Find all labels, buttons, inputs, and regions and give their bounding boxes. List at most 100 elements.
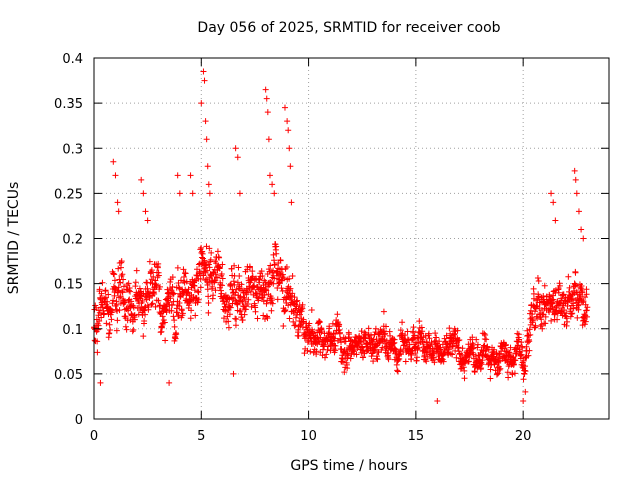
data-point <box>460 364 467 371</box>
data-point <box>300 316 307 323</box>
data-point <box>197 269 204 276</box>
data-point <box>249 273 256 280</box>
data-point <box>259 273 266 280</box>
data-point <box>142 208 149 215</box>
data-point <box>568 311 575 318</box>
data-point <box>434 397 441 404</box>
data-point <box>578 226 585 233</box>
y-tick-label: 0.15 <box>54 278 83 293</box>
data-point <box>373 353 380 360</box>
data-point <box>584 304 591 311</box>
data-point <box>324 346 331 353</box>
data-point <box>574 314 581 321</box>
data-point <box>274 269 281 276</box>
data-point <box>572 282 579 289</box>
data-point <box>535 277 542 284</box>
data-point <box>129 328 136 335</box>
chart-title: Day 056 of 2025, SRMTID for receiver coo… <box>197 20 500 36</box>
data-point <box>120 276 127 283</box>
data-point <box>484 343 491 350</box>
data-point <box>234 154 241 161</box>
data-point <box>252 290 259 297</box>
data-point <box>461 375 468 382</box>
data-point <box>413 354 420 361</box>
data-point <box>496 351 503 358</box>
data-point <box>441 335 448 342</box>
data-point <box>112 302 119 309</box>
data-point <box>422 356 429 363</box>
data-point <box>422 332 429 339</box>
data-point <box>362 330 369 337</box>
data-point <box>163 303 170 310</box>
data-point <box>196 270 203 277</box>
data-point <box>552 217 559 224</box>
data-point <box>527 331 534 338</box>
data-point <box>566 284 573 291</box>
data-point <box>520 397 527 404</box>
data-point <box>520 357 527 364</box>
x-tick-label: 20 <box>515 429 532 444</box>
data-point <box>511 370 518 377</box>
data-point <box>497 365 504 372</box>
data-point <box>109 300 116 307</box>
data-point <box>472 353 479 360</box>
data-point <box>103 320 110 327</box>
data-point <box>155 297 162 304</box>
data-point <box>542 313 549 320</box>
data-point <box>192 312 199 319</box>
data-point <box>451 330 458 337</box>
data-point <box>308 307 315 314</box>
data-point <box>135 311 142 318</box>
data-point <box>149 300 156 307</box>
data-point <box>225 324 232 331</box>
data-point <box>209 283 216 290</box>
data-point <box>481 330 488 337</box>
data-point <box>556 282 563 289</box>
data-point <box>214 248 221 255</box>
data-point <box>548 317 555 324</box>
data-point <box>294 297 301 304</box>
y-tick-label: 0.05 <box>54 368 83 383</box>
data-point <box>107 326 114 333</box>
data-point <box>567 313 574 320</box>
data-point <box>245 296 252 303</box>
data-point <box>142 311 149 318</box>
data-point <box>271 257 278 264</box>
data-point <box>187 315 194 322</box>
data-point <box>198 244 205 251</box>
data-point <box>477 360 484 367</box>
data-point <box>436 338 443 345</box>
data-point <box>264 315 271 322</box>
data-point <box>168 307 175 314</box>
data-point <box>348 337 355 344</box>
data-point <box>488 361 495 368</box>
data-point <box>372 325 379 332</box>
data-point <box>385 349 392 356</box>
data-point <box>430 354 437 361</box>
data-point <box>230 278 237 285</box>
data-point <box>284 118 291 125</box>
data-point <box>266 172 273 179</box>
data-point <box>433 334 440 341</box>
data-point <box>96 309 103 316</box>
data-point <box>579 289 586 296</box>
data-point <box>286 275 293 282</box>
data-point <box>581 321 588 328</box>
data-point <box>119 271 126 278</box>
data-point <box>482 332 489 339</box>
data-point <box>269 300 276 307</box>
data-point <box>263 287 270 294</box>
data-point <box>578 283 585 290</box>
data-point <box>522 363 529 370</box>
data-point <box>212 287 219 294</box>
data-point <box>198 254 205 261</box>
data-point <box>152 281 159 288</box>
data-point <box>155 272 162 279</box>
data-point <box>172 335 179 342</box>
data-point <box>139 312 146 319</box>
data-point <box>295 333 302 340</box>
data-point <box>198 249 205 256</box>
x-tick-label: 0 <box>90 429 98 444</box>
data-point <box>280 275 287 282</box>
data-point <box>440 351 447 358</box>
